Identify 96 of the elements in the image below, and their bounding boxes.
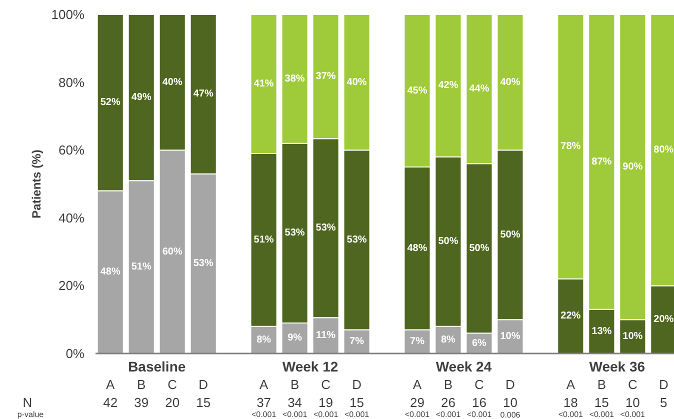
y-tick-label: 40% [58,210,85,226]
text: <0.001 [620,410,646,419]
x-tick-label: A [412,377,422,392]
y-tick-label: 0% [66,346,85,361]
data-label: 10% [500,331,520,342]
data-label: 7% [410,336,425,348]
data-label: 50% [500,229,520,240]
x-tick-label: A [106,377,116,392]
data-label: 53% [284,228,305,239]
text: <0.001 [436,410,462,419]
text: 26 [440,395,456,410]
data-label: 20% [654,314,674,326]
y-tick-label: 100% [51,7,85,22]
text: 16 [472,395,486,410]
data-label: 52% [100,97,120,108]
data-label: 50% [438,236,458,248]
text: p-value [17,410,44,419]
data-label: 51% [254,234,274,246]
x-tick-label: C [628,377,638,392]
text: 18 [563,395,578,410]
x-tick-label: B [290,377,300,392]
x-tick-label: D [658,377,668,392]
text: <0.001 [282,410,308,419]
text: Week 36 [589,358,646,374]
data-label: 48% [100,266,120,278]
text: 39 [134,395,149,410]
y-tick-label: 20% [58,278,85,294]
data-label: 80% [654,144,674,156]
x-tick-label: C [474,377,484,392]
data-label: 42% [438,80,458,92]
text: Week 24 [436,358,492,374]
data-label: 40% [162,76,182,88]
text: <0.001 [404,410,430,419]
data-label: 53% [193,258,214,270]
data-label: 37% [316,71,336,82]
text: 37 [256,395,272,410]
data-label: 87% [592,156,612,168]
text: Baseline [128,358,186,374]
data-label: 60% [162,246,182,258]
text: <0.001 [251,410,277,419]
x-tick-label: B [137,377,146,392]
data-label: 7% [350,336,364,348]
text: 15 [350,395,364,410]
data-label: 90% [622,162,643,173]
x-tick-label: B [597,377,606,392]
data-label: 47% [193,88,214,100]
data-label: 11% [316,330,336,342]
data-label: 45% [407,85,428,96]
data-label: 40% [346,76,367,88]
y-tick-label: 60% [58,142,85,158]
x-tick-label: C [168,377,178,392]
data-label: 78% [560,141,581,152]
data-label: 38% [284,73,305,84]
data-label: 10% [622,331,643,342]
text: <0.001 [466,410,492,419]
text: 10 [625,395,640,410]
text: 20 [165,395,180,410]
data-label: 41% [254,78,274,90]
text: 15 [594,395,609,410]
text: <0.001 [313,410,339,419]
text: <0.001 [558,410,584,419]
data-label: 53% [346,234,367,246]
text: <0.001 [344,410,370,419]
data-label: 49% [131,92,152,104]
text: N [22,395,32,410]
data-label: 8% [441,334,456,346]
data-label: 9% [288,332,302,344]
text: 5 [660,395,668,410]
text: 19 [318,395,334,410]
data-label: 40% [500,76,520,88]
text: 29 [410,395,424,410]
text: 34 [288,395,302,410]
data-label: 48% [407,242,428,254]
data-label: 44% [469,84,490,95]
y-axis-title: Patients (%) [29,150,44,218]
text: 10 [502,395,518,410]
x-tick-label: A [259,377,268,392]
data-label: 51% [131,262,152,273]
text: 42 [103,395,118,410]
x-tick-label: D [352,377,362,392]
x-tick-label: B [444,377,453,392]
y-tick-label: 80% [58,74,85,90]
text: 15 [196,395,211,410]
text: Week 12 [282,358,338,374]
data-label: 50% [469,242,490,254]
text: <0.001 [589,410,615,419]
text: 0.006 [500,410,521,419]
x-tick-label: C [321,377,330,392]
data-label: 13% [592,326,612,337]
data-label: 53% [316,222,336,234]
x-tick-label: D [506,377,515,392]
data-label: 22% [560,310,581,322]
x-tick-label: A [566,377,576,392]
data-label: 6% [472,338,487,349]
x-tick-label: D [198,377,208,392]
data-label: 8% [256,334,272,346]
